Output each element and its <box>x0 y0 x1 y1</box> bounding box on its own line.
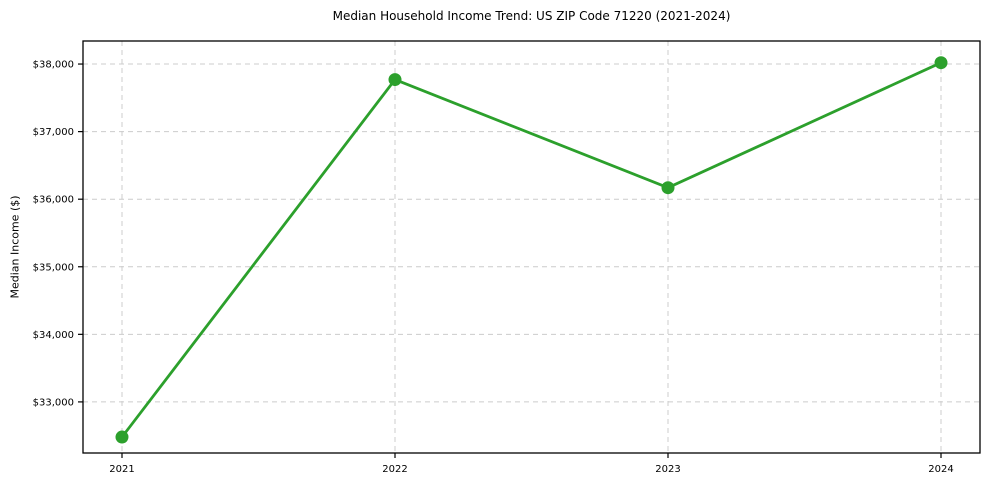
data-point-2024 <box>934 56 948 70</box>
y-tick-label: $37,000 <box>33 127 74 138</box>
y-tick-label: $35,000 <box>33 262 74 273</box>
x-tick-label: 2021 <box>109 464 134 475</box>
data-point-2023 <box>661 181 675 195</box>
x-tick-label: 2023 <box>655 464 680 475</box>
data-point-2021 <box>115 430 129 444</box>
y-tick-label: $38,000 <box>33 60 74 71</box>
chart-title: Median Household Income Trend: US ZIP Co… <box>332 9 731 23</box>
y-axis-title: Median Income ($) <box>8 195 22 299</box>
x-tick-label: 2024 <box>928 464 953 475</box>
data-point-2022 <box>388 73 402 87</box>
y-tick-label: $34,000 <box>33 330 74 341</box>
y-tick-label: $33,000 <box>33 397 74 408</box>
x-tick-label: 2022 <box>382 464 407 475</box>
y-tick-label: $36,000 <box>33 195 74 206</box>
plot-border <box>82 40 981 454</box>
income-trend-line <box>120 61 943 439</box>
